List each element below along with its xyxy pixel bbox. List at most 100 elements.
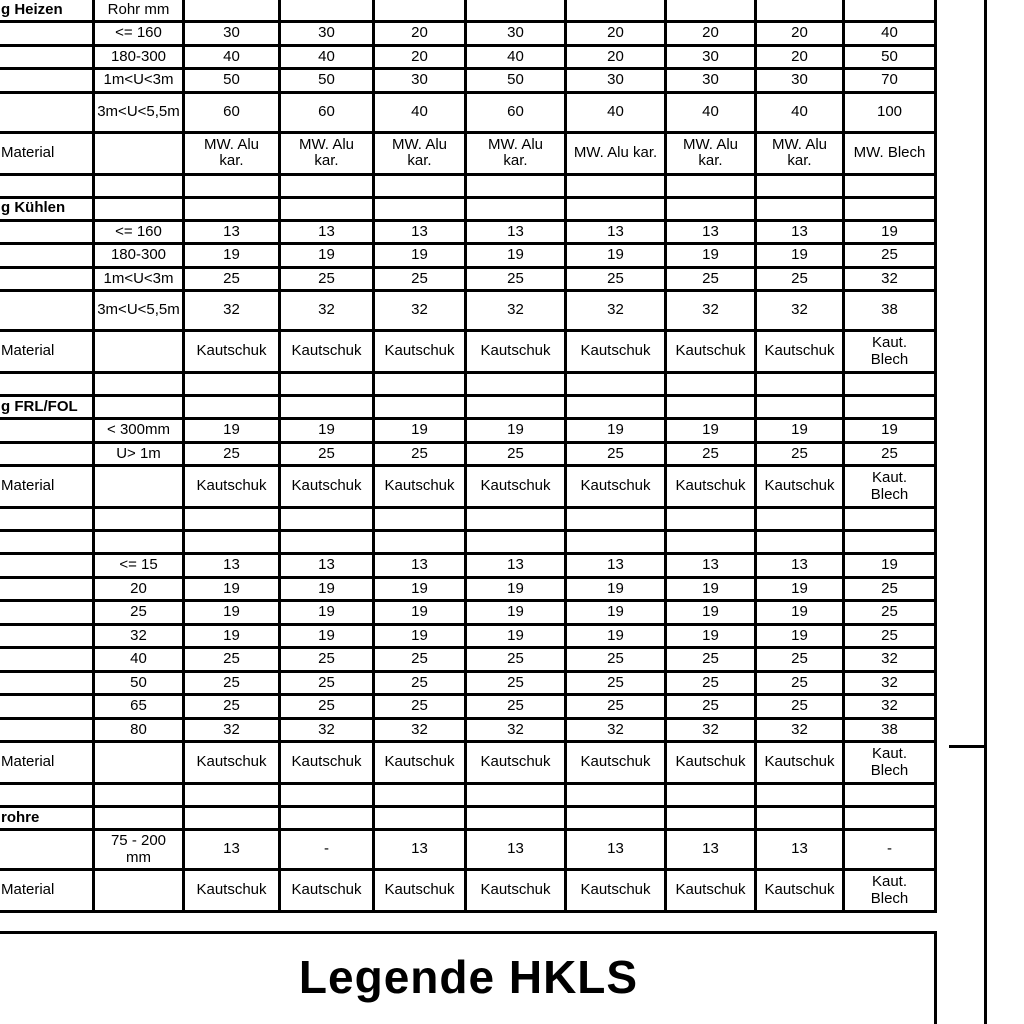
value-cell: - [281,831,375,868]
value-cell [845,198,937,219]
row-label-cell [0,719,95,740]
legend-title: Legende HKLS [298,951,639,1003]
value-cell: 30 [667,70,757,91]
value-cell: 25 [567,443,667,464]
value-cell: 100 [845,93,937,131]
value-cell: 50 [845,46,937,67]
value-cell: 40 [185,46,281,67]
value-cell: Kautschuk [757,332,845,371]
pipe-size-cell: 75 - 200 mm [95,831,185,868]
pipe-size-cell [95,532,185,552]
value-cell: 19 [467,245,567,266]
value-cell: Kautschuk [667,871,757,910]
value-cell: 30 [375,70,467,91]
value-cell: Kautschuk [757,467,845,506]
value-cell: 25 [185,672,281,693]
value-cell [375,397,467,417]
table-row: 180-300 40 40 20 40 20 30 20 50 [0,46,937,70]
pipe-size-cell [95,785,185,805]
value-cell [281,397,375,417]
value-cell [567,785,667,805]
row-label-cell [0,649,95,670]
value-cell: 25 [467,696,567,717]
value-cell: 19 [375,420,467,441]
value-cell: 19 [281,420,375,441]
value-cell: 13 [567,221,667,242]
value-cell: 40 [467,46,567,67]
value-cell [667,785,757,805]
value-cell: 19 [845,221,937,242]
row-label-cell: g Kühlen [0,198,95,219]
value-cell: 32 [845,672,937,693]
value-cell: 30 [757,70,845,91]
value-cell: 25 [567,672,667,693]
row-label-cell [0,292,95,329]
row-label-cell [0,625,95,646]
value-cell [567,374,667,394]
value-cell: 20 [667,23,757,44]
value-cell [567,175,667,196]
value-cell: 32 [281,292,375,329]
row-label-cell [0,672,95,693]
table-row [0,785,937,808]
insulation-table: g Heizen Rohr mm <= 160 30 30 20 30 20 20 20 40 180… [0,0,937,913]
value-cell [281,0,375,20]
value-cell: 13 [757,555,845,576]
value-cell [375,175,467,196]
table-row: Material Kautschuk Kautschuk Kautschuk Kauts… [0,871,937,913]
pipe-size-cell: 32 [95,625,185,646]
pipe-size-cell: 1m<U<3m [95,70,185,91]
value-cell: 30 [467,23,567,44]
pipe-size-cell [95,374,185,394]
value-cell [467,0,567,20]
value-cell [281,198,375,219]
value-cell: 13 [667,221,757,242]
value-cell: 32 [467,292,567,329]
row-label-cell [0,785,95,805]
value-cell [667,0,757,20]
value-cell: 32 [845,268,937,289]
value-cell [845,532,937,552]
value-cell: Kautschuk [281,467,375,506]
value-cell: Kautschuk [375,332,467,371]
row-label-cell: g FRL/FOL [0,397,95,417]
value-cell [375,808,467,828]
value-cell: 50 [185,70,281,91]
value-cell: Kautschuk [281,743,375,782]
value-cell [185,0,281,20]
value-cell: 19 [667,420,757,441]
legend-box-top-border [0,931,937,934]
value-cell: 25 [845,578,937,599]
value-cell [667,374,757,394]
value-cell: 25 [567,649,667,670]
value-cell: Kautschuk [467,332,567,371]
table-row: Material MW. Alu kar. MW. Alu kar. MW. Alu … [0,133,937,176]
value-cell: 32 [185,292,281,329]
value-cell: 25 [667,443,757,464]
pipe-size-cell: Rohr mm [95,0,185,20]
value-cell: Kautschuk [757,743,845,782]
value-cell [185,808,281,828]
value-cell [667,198,757,219]
pipe-size-cell: 180-300 [95,245,185,266]
value-cell: 20 [375,23,467,44]
table-row: g Heizen Rohr mm [0,0,937,23]
pipe-size-cell [95,871,185,910]
value-cell: 25 [757,696,845,717]
value-cell: Kautschuk [667,467,757,506]
pipe-size-cell: 80 [95,719,185,740]
value-cell: 25 [467,268,567,289]
value-cell: 25 [185,649,281,670]
pipe-size-cell: <= 160 [95,221,185,242]
value-cell [467,808,567,828]
value-cell: 30 [667,46,757,67]
value-cell: Kautschuk [567,332,667,371]
row-label-cell [0,245,95,266]
value-cell: 19 [757,420,845,441]
value-cell: 40 [757,93,845,131]
row-label-cell [0,23,95,44]
value-cell: 19 [467,578,567,599]
row-label-cell [0,46,95,67]
value-cell: 32 [567,292,667,329]
value-cell: 19 [467,420,567,441]
